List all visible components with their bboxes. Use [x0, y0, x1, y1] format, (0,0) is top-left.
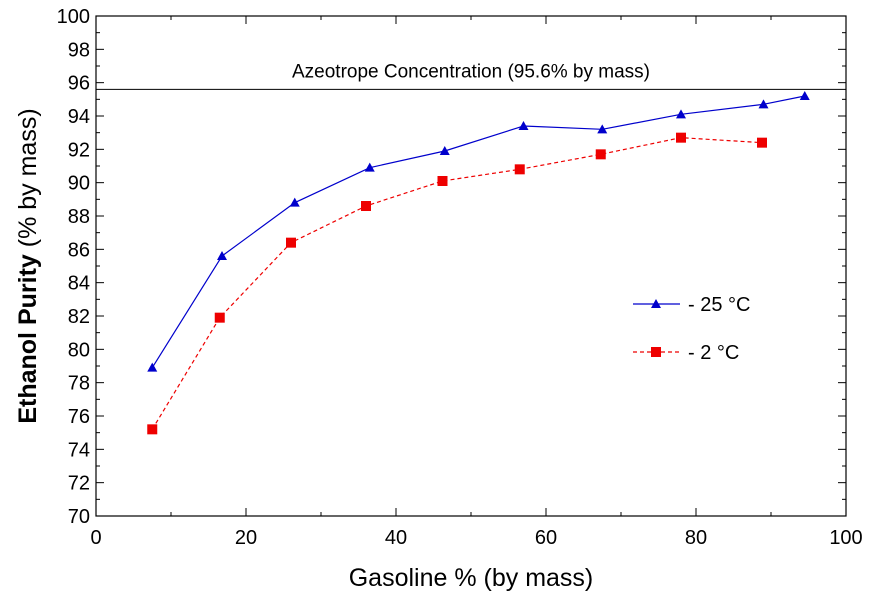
series-1-point [518, 121, 529, 130]
series-1-point [147, 362, 158, 372]
y-tick-label: 90 [68, 173, 90, 195]
series-1-point [799, 91, 810, 100]
series-1-point [597, 124, 608, 134]
series-2-point [676, 132, 686, 143]
y-tick-label: 82 [68, 306, 90, 328]
legend-label-2: - 2 °C [688, 342, 739, 364]
plot-area-frame [95, 15, 847, 517]
y-tick-label: 92 [68, 139, 90, 161]
series-2-point [437, 176, 448, 186]
series-2 [147, 132, 767, 435]
series-group [147, 91, 810, 435]
y-tick-label: 76 [68, 406, 90, 428]
legend: - 25 °C - 2 °C [633, 294, 750, 364]
legend-marker-1 [651, 299, 661, 308]
y-tick-label: 96 [68, 73, 90, 95]
y-tick-label: 70 [68, 506, 90, 528]
series-2-point [757, 137, 767, 148]
series-1-point [758, 99, 769, 109]
x-tick-label: 20 [235, 527, 257, 549]
y-axis-title-rest: (% by mass) [14, 108, 42, 254]
y-tick-label: 86 [68, 239, 90, 261]
legend-label-1: - 25 °C [688, 294, 750, 316]
series-2-point [514, 164, 525, 175]
azeotrope-annotation: Azeotrope Concentration (95.6% by mass) [292, 61, 650, 82]
series-1-point [364, 162, 375, 172]
y-axis-title: Ethanol Purity (% by mass) [14, 108, 42, 423]
x-tick-label: 0 [90, 527, 101, 549]
ticks-group: 0 20 40 60 80 100 70 72 74 76 78 80 82 84 86 88 90 92 94 96… [57, 6, 863, 549]
series-1-point [439, 146, 450, 155]
x-tick-label: 100 [829, 527, 862, 549]
series-2-point [147, 424, 158, 435]
y-tick-label: 84 [68, 273, 90, 295]
y-tick-label: 74 [68, 439, 90, 461]
series-1-point [217, 251, 227, 260]
legend-marker-2 [651, 347, 661, 357]
y-axis-title-bold: Ethanol Purity [14, 254, 42, 424]
series-1-line [151, 95, 805, 368]
series-1-point [676, 109, 686, 119]
reference-line-group: Azeotrope Concentration (95.6% by mass) [96, 61, 846, 90]
y-tick-label: 72 [68, 473, 90, 495]
series-2-point [595, 149, 606, 160]
x-tick-label: 60 [535, 527, 557, 549]
series-1-point [289, 197, 300, 207]
y-tick-label: 78 [68, 373, 90, 395]
y-tick-label: 100 [57, 6, 90, 28]
x-axis-title: Gasoline % (by mass) [349, 564, 594, 592]
series-2-point [286, 237, 296, 248]
x-tick-label: 80 [685, 527, 707, 549]
series-1 [147, 91, 810, 372]
y-tick-label: 98 [68, 39, 90, 61]
x-tick-label: 40 [385, 527, 407, 549]
series-2-point [361, 201, 371, 211]
series-2-line [151, 137, 763, 430]
y-tick-label: 88 [68, 206, 90, 228]
y-tick-label: 80 [68, 339, 90, 361]
y-tick-label: 94 [68, 106, 90, 128]
series-2-point [214, 312, 225, 323]
